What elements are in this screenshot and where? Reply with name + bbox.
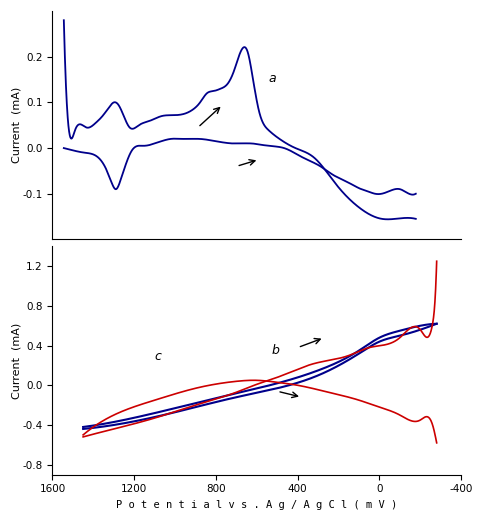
Text: c: c bbox=[155, 351, 162, 364]
Text: a: a bbox=[268, 72, 276, 85]
Text: b: b bbox=[271, 343, 279, 356]
Y-axis label: Current  (mA): Current (mA) bbox=[11, 322, 21, 399]
Y-axis label: Current  (mA): Current (mA) bbox=[11, 87, 21, 164]
X-axis label: P o t e n t i a l v s . A g / A g C l ( m V ): P o t e n t i a l v s . A g / A g C l ( … bbox=[116, 500, 397, 510]
